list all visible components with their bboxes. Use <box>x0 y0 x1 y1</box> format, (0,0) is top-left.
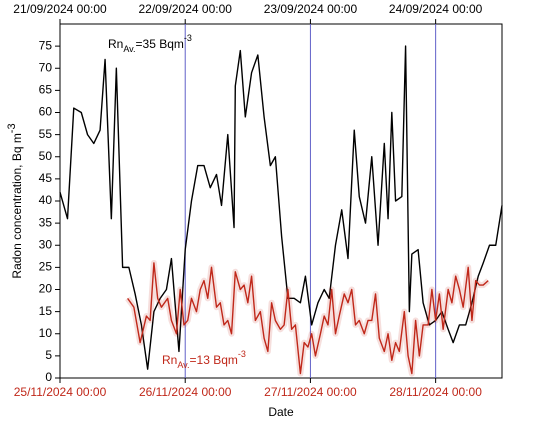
x2-tick-label: 24/09/2024 00:00 <box>389 2 483 16</box>
y-tick-label: 70 <box>39 60 53 74</box>
annotation-sub: Av. <box>123 44 135 54</box>
x2-tick-label: 21/09/2024 00:00 <box>13 2 107 16</box>
annotation: RnAv.=35 Bqm-3 <box>108 33 192 54</box>
x-tick-label: 26/11/2024 00:00 <box>139 385 232 399</box>
annotation: RnAv.=13 Bqm-3 <box>162 349 246 370</box>
y-tick-label: 50 <box>39 149 53 163</box>
y-tick-label: 40 <box>39 193 53 207</box>
annotation-rest: =35 Bqm <box>136 37 184 51</box>
y-tick-label: 55 <box>39 127 53 141</box>
y-tick-label: 60 <box>39 105 53 119</box>
annotation-main: Rn <box>162 353 177 367</box>
annotation-sup: -3 <box>238 349 246 359</box>
y-tick-label: 10 <box>39 326 53 340</box>
x2-tick-label: 23/09/2024 00:00 <box>264 2 358 16</box>
x2-tick-label: 22/09/2024 00:00 <box>139 2 233 16</box>
y-tick-label: 5 <box>45 348 52 362</box>
series-line <box>59 45 503 370</box>
annotation-sub: Av. <box>177 360 189 370</box>
y-tick-label: 20 <box>39 282 53 296</box>
y-axis-label: Radon concentration, Bq m-3 <box>6 123 24 278</box>
annotation-sup: -3 <box>184 33 192 43</box>
y-tick-label: 25 <box>39 260 53 274</box>
annotation-main: Rn <box>108 37 123 51</box>
y-tick-label: 30 <box>39 237 53 251</box>
y-tick-label: 75 <box>39 38 53 52</box>
y-axis-label-main: Radon concentration, Bq m <box>10 133 24 278</box>
x-tick-label: 28/11/2024 00:00 <box>389 385 482 399</box>
y-tick-label: 15 <box>39 304 53 318</box>
series-line <box>127 262 489 375</box>
error-band <box>125 259 491 377</box>
annotation-rest: =13 Bqm <box>190 353 238 367</box>
y-tick-label: 65 <box>39 83 53 97</box>
y-tick-label: 35 <box>39 215 53 229</box>
y-tick-label: 0 <box>45 370 52 384</box>
y-tick-label: 45 <box>39 171 53 185</box>
x-tick-label: 25/11/2024 00:00 <box>14 385 107 399</box>
x-tick-label: 27/11/2024 00:00 <box>264 385 357 399</box>
x-axis-label: Date <box>268 405 294 419</box>
y-axis-label-sup: -3 <box>6 123 18 133</box>
